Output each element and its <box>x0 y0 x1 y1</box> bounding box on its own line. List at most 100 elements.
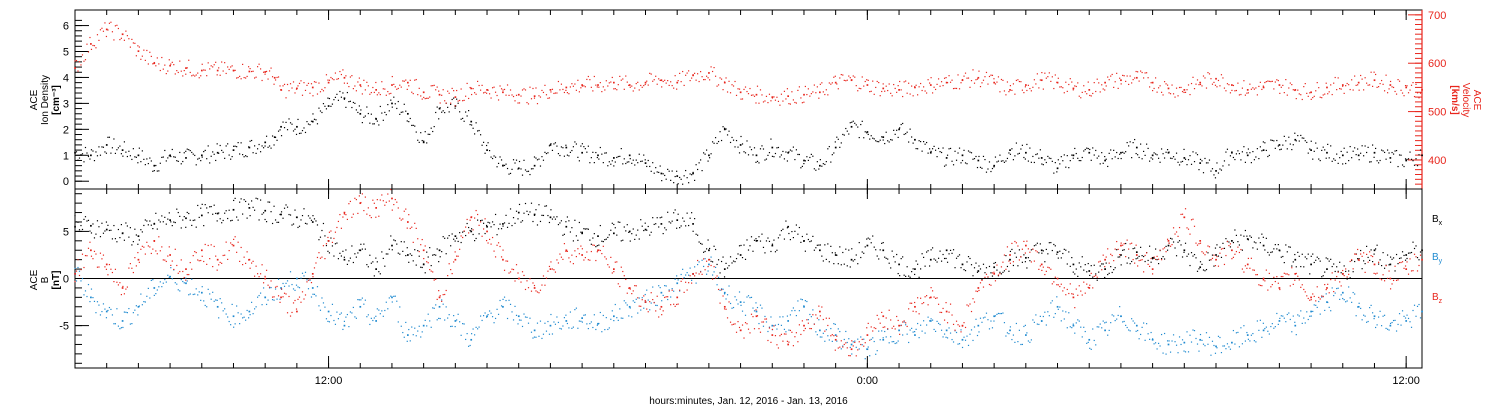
velocity-sample <box>1093 82 1095 84</box>
bz-sample <box>1047 266 1049 268</box>
density-sample <box>349 100 351 102</box>
density-sample <box>1264 142 1266 144</box>
by-sample <box>370 317 372 319</box>
by-sample <box>577 327 579 329</box>
bz-sample <box>801 320 803 322</box>
bz-sample <box>1126 239 1128 241</box>
bx-sample <box>839 246 841 248</box>
by-sample <box>258 294 260 297</box>
by-sample <box>439 317 441 320</box>
velocity-sample <box>568 93 570 95</box>
velocity-sample <box>164 64 166 66</box>
density-sample <box>1413 164 1416 166</box>
velocity-sample <box>563 91 566 94</box>
by-sample <box>454 325 456 328</box>
density-sample <box>881 136 883 138</box>
by-sample <box>481 319 483 322</box>
density-sample <box>1310 140 1312 142</box>
bx-sample <box>1057 257 1059 259</box>
bz-sample <box>923 302 925 304</box>
by-sample <box>234 323 236 325</box>
density-sample <box>641 160 643 162</box>
density-sample <box>110 152 112 154</box>
velocity-sample <box>264 73 266 75</box>
velocity-sample <box>1392 86 1395 89</box>
density-sample <box>1232 156 1235 159</box>
by-sample <box>514 305 516 308</box>
bz-sample <box>1168 242 1170 244</box>
bz-sample <box>1216 255 1218 258</box>
density-sample <box>209 162 211 164</box>
by-sample <box>1157 342 1160 345</box>
bx-sample <box>99 236 102 238</box>
density-sample <box>1258 157 1260 160</box>
bz-sample <box>1033 260 1035 262</box>
by-sample <box>98 304 100 306</box>
density-sample <box>270 147 272 149</box>
density-sample <box>686 177 688 179</box>
velocity-point <box>454 96 457 98</box>
velocity-sample <box>1120 83 1122 85</box>
by-sample <box>851 353 853 355</box>
density-sample <box>1024 158 1026 160</box>
bx-sample <box>623 226 625 228</box>
by-sample <box>928 320 931 322</box>
by-sample <box>786 315 789 317</box>
bz-sample <box>931 290 934 292</box>
bz-sample <box>840 340 842 342</box>
velocity-sample <box>729 92 732 94</box>
density-sample <box>1349 145 1351 148</box>
velocity-sample <box>1023 92 1025 94</box>
bx-sample <box>312 215 314 217</box>
by-sample <box>185 277 187 279</box>
bx-sample <box>442 236 444 238</box>
bz-sample <box>857 349 859 351</box>
bz-point <box>486 230 488 233</box>
bx-sample <box>595 246 597 248</box>
bx-sample <box>1313 261 1315 264</box>
density-sample <box>1131 157 1133 159</box>
velocity-sample <box>411 91 413 93</box>
bx-sample <box>752 250 754 252</box>
by-sample <box>937 322 940 325</box>
by-sample <box>536 322 539 324</box>
density-sample <box>411 124 413 127</box>
density-sample <box>917 148 919 150</box>
velocity-sample <box>1074 85 1076 87</box>
bz-sample <box>831 334 833 336</box>
bx-sample <box>833 263 835 265</box>
velocity-sample <box>1163 81 1166 83</box>
density-sample <box>737 146 739 148</box>
by-sample <box>462 323 464 325</box>
by-sample <box>556 316 558 318</box>
density-sample <box>851 121 853 123</box>
bx-sample <box>943 257 946 260</box>
by-sample <box>1125 324 1127 326</box>
bz-sample <box>345 214 347 216</box>
density-sample <box>1307 152 1309 154</box>
velocity-sample <box>1078 95 1080 97</box>
density-sample <box>870 135 872 137</box>
density-sample <box>113 138 115 140</box>
bx-sample <box>1029 260 1031 262</box>
by-sample <box>1105 321 1107 323</box>
velocity-sample <box>741 98 744 100</box>
bx-sample <box>357 252 359 254</box>
density-sample <box>827 148 829 150</box>
bx-sample <box>831 252 833 254</box>
velocity-sample <box>1063 92 1065 94</box>
density-sample <box>1119 153 1121 155</box>
bx-sample <box>685 225 687 227</box>
bz-sample <box>747 328 750 330</box>
velocity-sample <box>658 78 660 80</box>
velocity-sample <box>777 100 780 102</box>
bx-sample <box>1192 255 1194 257</box>
bz-sample <box>524 288 527 291</box>
by-sample <box>444 319 446 321</box>
velocity-point <box>1088 89 1091 91</box>
density-point <box>1183 157 1186 159</box>
bz-sample <box>900 324 902 327</box>
bx-sample <box>652 217 654 219</box>
bx-sample <box>1345 270 1347 273</box>
velocity-sample <box>405 79 407 81</box>
